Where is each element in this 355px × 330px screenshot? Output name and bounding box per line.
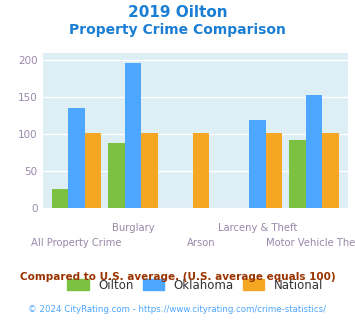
- Bar: [289, 140, 306, 208]
- Bar: [85, 133, 102, 208]
- Bar: [51, 189, 68, 208]
- Bar: [306, 95, 322, 208]
- Bar: [193, 133, 209, 208]
- Bar: [322, 133, 339, 208]
- Text: © 2024 CityRating.com - https://www.cityrating.com/crime-statistics/: © 2024 CityRating.com - https://www.city…: [28, 305, 327, 314]
- Text: All Property Crime: All Property Crime: [31, 238, 122, 248]
- Text: Motor Vehicle Theft: Motor Vehicle Theft: [266, 238, 355, 248]
- Legend: Oilton, Oklahoma, National: Oilton, Oklahoma, National: [64, 275, 327, 295]
- Bar: [125, 63, 141, 208]
- Bar: [68, 108, 85, 208]
- Text: Larceny & Theft: Larceny & Theft: [218, 223, 297, 233]
- Bar: [141, 133, 158, 208]
- Text: Arson: Arson: [187, 238, 215, 248]
- Bar: [266, 133, 282, 208]
- Text: 2019 Oilton: 2019 Oilton: [128, 5, 227, 20]
- Bar: [249, 120, 266, 208]
- Text: Compared to U.S. average. (U.S. average equals 100): Compared to U.S. average. (U.S. average …: [20, 272, 335, 282]
- Bar: [108, 143, 125, 208]
- Text: Burglary: Burglary: [112, 223, 154, 233]
- Text: Property Crime Comparison: Property Crime Comparison: [69, 23, 286, 37]
